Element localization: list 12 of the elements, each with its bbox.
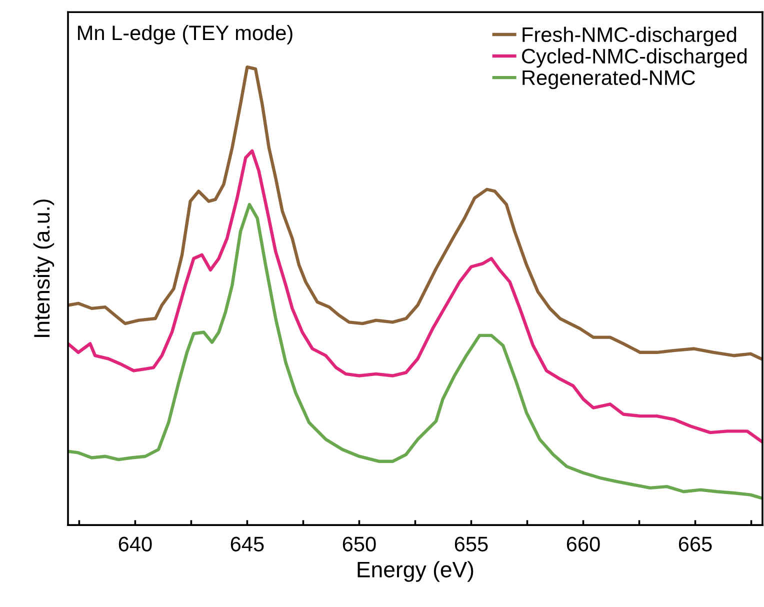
x-tick-label: 645: [230, 536, 264, 552]
legend-label: Regenerated-NMC: [522, 70, 696, 90]
text: Mn L-edge (TEY mode): [78, 24, 292, 44]
y-axis-title: Intensity (a.u.): [33, 200, 54, 337]
x-tick-label: 665: [678, 536, 712, 552]
x-tick-label: 650: [342, 536, 376, 552]
x-tick-label: 655: [454, 536, 488, 552]
legend-label: Cycled-NMC-discharged: [522, 48, 747, 68]
x-tick-label: 660: [566, 536, 600, 552]
x-tick-label: 640: [118, 536, 152, 552]
legend-label: Fresh-NMC-discharged: [522, 26, 736, 46]
x-axis-title: Energy (eV): [358, 561, 474, 582]
